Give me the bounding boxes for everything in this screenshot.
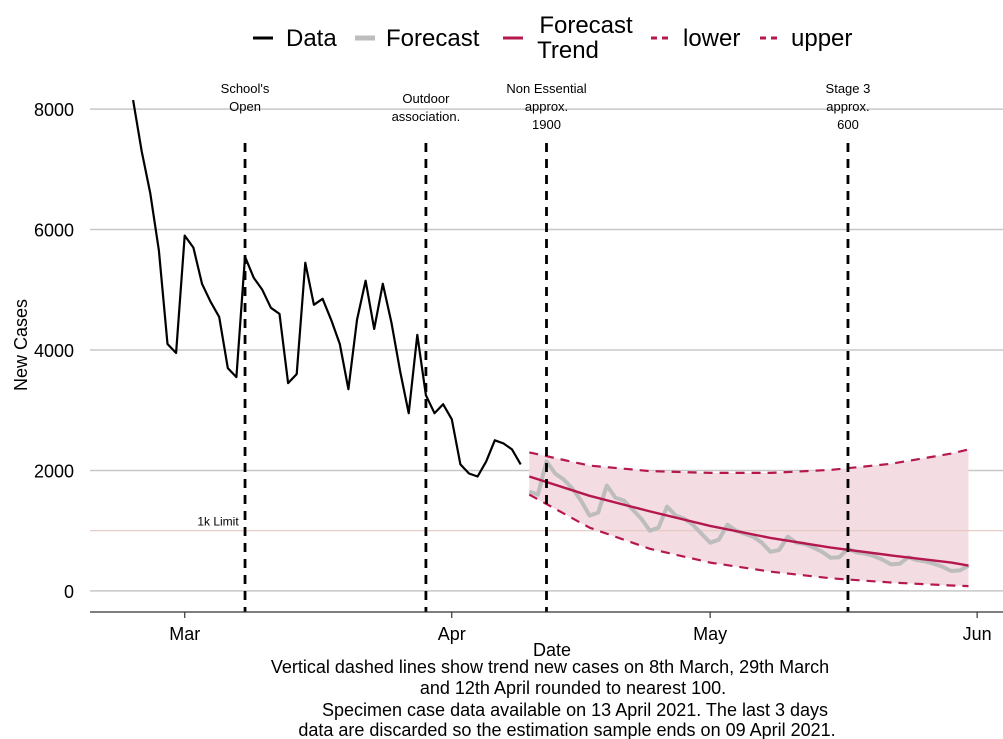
event-label: Non Essential xyxy=(506,81,586,96)
series-data xyxy=(132,99,522,478)
series-lower xyxy=(528,493,969,588)
caption: Vertical dashed lines show trend new cas… xyxy=(271,657,836,739)
caption-line-4: data are discarded so the estimation sam… xyxy=(298,720,835,739)
event-label: approx. xyxy=(525,99,568,114)
x-ticks: Mar Apr May Jun xyxy=(169,612,992,644)
caption-line-1: Vertical dashed lines show trend new cas… xyxy=(271,657,829,677)
caption-line-2: and 12th April rounded to nearest 100. xyxy=(420,678,726,698)
x-tick-label: Jun xyxy=(963,624,992,644)
y-axis-label: New Cases xyxy=(11,299,31,391)
event-label: Outdoor xyxy=(402,91,450,106)
y-tick-label: 6000 xyxy=(34,221,74,241)
series-layer xyxy=(132,99,970,588)
event-label: Open xyxy=(229,99,261,114)
y-tick-label: 8000 xyxy=(34,100,74,120)
series-forecast-trend xyxy=(528,475,969,567)
legend-forecast-label: Forecast xyxy=(386,25,480,52)
event-label: Stage 3 xyxy=(826,81,871,96)
limit-line-label: 1k Limit xyxy=(197,515,239,529)
y-ticks: 0 2000 4000 6000 8000 xyxy=(34,100,74,602)
series-upper xyxy=(529,448,969,474)
event-lines-layer: School's Open Outdoor association. Non Essen… xyxy=(221,81,871,612)
event-label: approx. xyxy=(826,99,869,114)
legend-upper-label: upper xyxy=(791,25,852,52)
event-label: association. xyxy=(392,109,461,124)
x-tick-label: Mar xyxy=(169,624,200,644)
legend-lower-label: lower xyxy=(683,25,740,52)
x-tick-label: Apr xyxy=(438,624,466,644)
legend-data-label: Data xyxy=(286,25,337,52)
y-tick-label: 4000 xyxy=(34,341,74,361)
caption-line-3: Specimen case data available on 13 April… xyxy=(322,700,828,720)
y-tick-label: 2000 xyxy=(34,461,74,481)
event-label: School's xyxy=(221,81,270,96)
legend-trend-label-2: Trend xyxy=(537,37,599,64)
legend: Data Forecast Forecast Trend lower upper xyxy=(253,12,852,64)
y-tick-label: 0 xyxy=(64,582,74,602)
x-axis-label: Date xyxy=(533,640,571,660)
event-label: 1900 xyxy=(532,117,561,132)
x-tick-label: May xyxy=(693,624,727,644)
legend-trend-label: Forecast xyxy=(539,12,633,39)
event-label: 600 xyxy=(837,117,859,132)
